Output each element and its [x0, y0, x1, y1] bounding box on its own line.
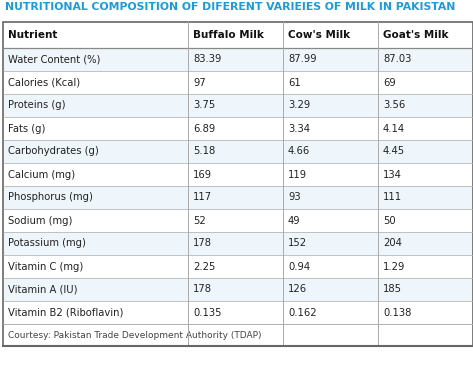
Text: 0.135: 0.135 — [193, 308, 221, 318]
Text: Goat's Milk: Goat's Milk — [383, 30, 448, 40]
Text: 3.56: 3.56 — [383, 100, 405, 110]
Text: Vitamin B2 (Riboflavin): Vitamin B2 (Riboflavin) — [8, 308, 123, 318]
Bar — [3, 232, 473, 255]
Text: Vitamin A (IU): Vitamin A (IU) — [8, 284, 78, 294]
Text: Nutrient: Nutrient — [8, 30, 57, 40]
Text: 2.25: 2.25 — [193, 262, 215, 272]
Text: 119: 119 — [288, 170, 307, 180]
Text: 0.94: 0.94 — [288, 262, 310, 272]
Text: Calories (Kcal): Calories (Kcal) — [8, 78, 80, 88]
Text: 49: 49 — [288, 216, 301, 226]
Text: 204: 204 — [383, 238, 402, 248]
Text: Phosphorus (mg): Phosphorus (mg) — [8, 192, 93, 202]
Text: Courtesy: Pakistan Trade Development Authority (TDAP): Courtesy: Pakistan Trade Development Aut… — [8, 330, 262, 340]
Text: 6.89: 6.89 — [193, 124, 215, 134]
Text: 0.138: 0.138 — [383, 308, 412, 318]
Text: 52: 52 — [193, 216, 206, 226]
Bar — [3, 94, 473, 117]
Text: 126: 126 — [288, 284, 307, 294]
Text: 111: 111 — [383, 192, 402, 202]
Text: Fats (g): Fats (g) — [8, 124, 45, 134]
Bar — [3, 48, 473, 71]
Text: 3.29: 3.29 — [288, 100, 310, 110]
Text: 61: 61 — [288, 78, 301, 88]
Text: 83.39: 83.39 — [193, 54, 221, 64]
Text: 87.99: 87.99 — [288, 54, 316, 64]
Text: 152: 152 — [288, 238, 307, 248]
Text: 5.18: 5.18 — [193, 146, 215, 156]
Bar — [3, 22, 473, 48]
Bar — [3, 324, 473, 346]
Text: 0.162: 0.162 — [288, 308, 316, 318]
Bar — [3, 209, 473, 232]
Text: Buffalo Milk: Buffalo Milk — [193, 30, 264, 40]
Bar — [3, 22, 473, 346]
Text: 178: 178 — [193, 238, 212, 248]
Text: Calcium (mg): Calcium (mg) — [8, 170, 75, 180]
Bar — [3, 278, 473, 301]
Text: 134: 134 — [383, 170, 402, 180]
Text: 50: 50 — [383, 216, 395, 226]
Bar — [3, 186, 473, 209]
Text: Vitamin C (mg): Vitamin C (mg) — [8, 262, 83, 272]
Text: 97: 97 — [193, 78, 206, 88]
Text: Water Content (%): Water Content (%) — [8, 54, 100, 64]
Bar — [3, 140, 473, 163]
Text: 87.03: 87.03 — [383, 54, 412, 64]
Text: 185: 185 — [383, 284, 402, 294]
Text: 117: 117 — [193, 192, 212, 202]
Bar — [3, 163, 473, 186]
Text: 178: 178 — [193, 284, 212, 294]
Bar — [3, 255, 473, 278]
Text: 4.14: 4.14 — [383, 124, 405, 134]
Bar — [3, 117, 473, 140]
Text: 3.75: 3.75 — [193, 100, 215, 110]
Bar — [3, 301, 473, 324]
Text: 169: 169 — [193, 170, 212, 180]
Text: 1.29: 1.29 — [383, 262, 405, 272]
Text: 3.34: 3.34 — [288, 124, 310, 134]
Text: NUTRITIONAL COMPOSITION OF DIFERENT VARIEIES OF MILK IN PAKISTAN: NUTRITIONAL COMPOSITION OF DIFERENT VARI… — [5, 2, 455, 12]
Text: Sodium (mg): Sodium (mg) — [8, 216, 72, 226]
Text: Proteins (g): Proteins (g) — [8, 100, 65, 110]
Text: 93: 93 — [288, 192, 301, 202]
Text: 4.45: 4.45 — [383, 146, 405, 156]
Bar — [3, 71, 473, 94]
Text: Carbohydrates (g): Carbohydrates (g) — [8, 146, 99, 156]
Text: 69: 69 — [383, 78, 396, 88]
Text: 4.66: 4.66 — [288, 146, 310, 156]
Text: Potassium (mg): Potassium (mg) — [8, 238, 86, 248]
Text: Cow's Milk: Cow's Milk — [288, 30, 350, 40]
